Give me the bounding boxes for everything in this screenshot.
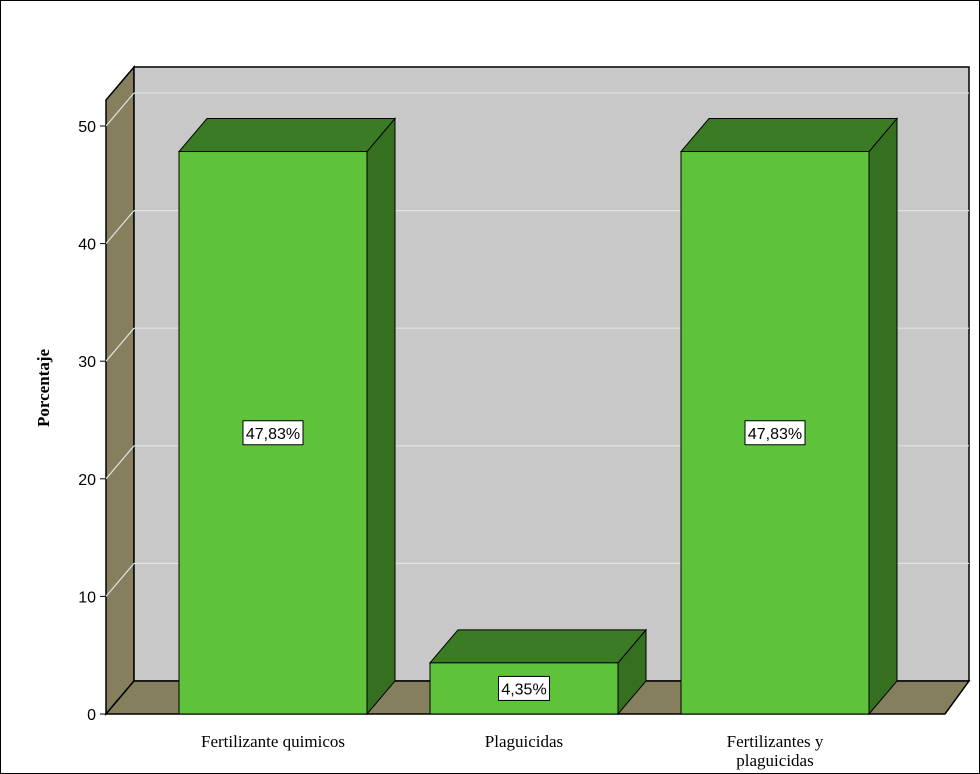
bars: 47,83% 4,35% 47,83% xyxy=(177,117,899,716)
y-tick-label: 0 xyxy=(87,707,96,724)
bar-top xyxy=(177,118,397,153)
gridline-side xyxy=(105,92,135,127)
bar-top xyxy=(679,118,899,153)
y-axis-title: Porcentaje xyxy=(34,349,53,427)
left-side-wall xyxy=(105,64,135,717)
data-label: 47,83% xyxy=(246,426,300,443)
data-label: 47,83% xyxy=(748,426,802,443)
x-category-label: Fertilizantes y plaguicidas xyxy=(727,732,824,770)
data-label-box xyxy=(242,420,304,446)
y-tick-label: 40 xyxy=(78,237,96,254)
data-label-box xyxy=(744,420,806,446)
bar: 47,83% xyxy=(679,117,899,716)
bar-front xyxy=(680,151,870,715)
x-axis-labels: Fertilizante quimicos Plaguicidas Fertiliz… xyxy=(201,732,824,770)
gridline-side xyxy=(105,445,135,480)
gridline-side xyxy=(105,327,135,362)
y-tick-label: 20 xyxy=(78,472,96,489)
bar-top xyxy=(428,629,648,664)
x-category-label: Plaguicidas xyxy=(485,732,563,751)
x-category-label-line: plaguicidas xyxy=(736,751,813,770)
bar-side xyxy=(366,117,396,716)
y-tick-label: 50 xyxy=(78,119,96,136)
x-category-label-line: Fertilizantes y xyxy=(727,732,824,751)
bar: 47,83% xyxy=(177,117,397,716)
y-tick-label: 30 xyxy=(78,354,96,371)
bar-side xyxy=(868,117,898,716)
bar: 4,35% xyxy=(428,628,648,716)
gridline-side xyxy=(105,210,135,244)
data-label-box xyxy=(498,675,550,701)
y-axis-ticks: 0 10 20 30 40 50 xyxy=(78,119,106,724)
gridline-side xyxy=(105,563,135,597)
x-category-label: Fertilizante quimicos xyxy=(201,732,345,751)
y-tick-label: 10 xyxy=(78,589,96,606)
data-label: 4,35% xyxy=(501,681,546,698)
